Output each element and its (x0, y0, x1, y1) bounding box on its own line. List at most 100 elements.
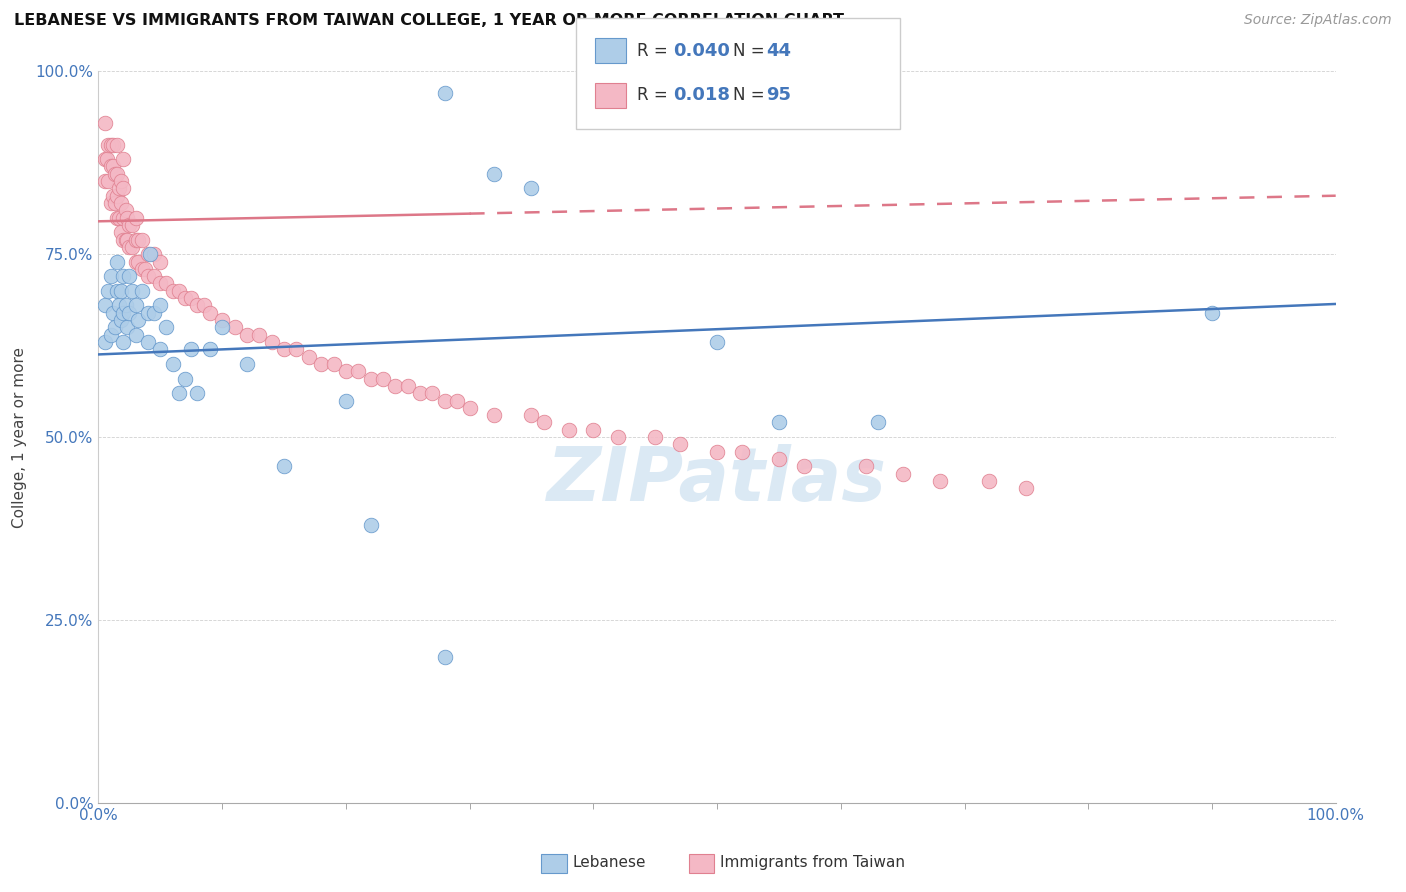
Point (855, 459, 877, 474)
Point (112, 152, 135, 166)
Point (124, 254, 146, 268)
Point (136, 269, 159, 284)
Point (211, 320, 233, 334)
Point (143, 269, 166, 284)
Point (124, 211, 146, 225)
Point (114, 298, 136, 312)
Point (149, 277, 172, 291)
Point (105, 188, 128, 202)
Point (731, 444, 754, 458)
Text: 0.040: 0.040 (673, 42, 730, 60)
Point (360, 517, 382, 532)
Point (127, 233, 149, 247)
Point (186, 298, 208, 312)
Point (100, 137, 122, 152)
Point (396, 379, 419, 393)
Point (114, 233, 136, 247)
Point (793, 459, 815, 474)
Point (155, 277, 177, 291)
Point (121, 218, 143, 232)
Point (484, 408, 506, 422)
Point (112, 181, 135, 195)
Point (155, 320, 177, 334)
Point (273, 343, 295, 357)
Text: ZIPatlas: ZIPatlas (547, 444, 887, 517)
Point (110, 174, 132, 188)
Point (105, 137, 128, 152)
Point (928, 474, 950, 488)
Point (162, 357, 184, 371)
Point (131, 261, 153, 276)
Point (136, 247, 159, 261)
Point (384, 379, 406, 393)
Point (121, 284, 143, 298)
Point (149, 343, 172, 357)
Point (706, 444, 728, 458)
Point (706, 334, 728, 349)
Point (105, 284, 128, 298)
Point (322, 357, 344, 371)
Point (118, 240, 141, 254)
Point (127, 254, 149, 268)
Point (139, 247, 162, 261)
Point (768, 416, 790, 430)
Point (115, 233, 138, 247)
Point (100, 269, 122, 284)
Point (186, 386, 208, 401)
Point (433, 393, 456, 408)
Point (607, 430, 630, 444)
Point (105, 254, 128, 268)
Point (96, 152, 118, 166)
Text: Source: ZipAtlas.com: Source: ZipAtlas.com (1244, 13, 1392, 28)
Point (93, 298, 115, 312)
Point (97, 137, 120, 152)
Point (198, 306, 221, 320)
Point (347, 364, 370, 378)
Point (224, 320, 246, 334)
Point (891, 467, 914, 481)
Point (112, 306, 135, 320)
Y-axis label: College, 1 year or more: College, 1 year or more (13, 347, 27, 527)
Point (180, 343, 202, 357)
Point (131, 284, 153, 298)
Point (134, 261, 156, 276)
Point (174, 371, 197, 385)
Point (533, 416, 555, 430)
Point (105, 211, 128, 225)
Text: R =: R = (637, 87, 673, 104)
Point (131, 233, 153, 247)
Point (124, 298, 146, 312)
Point (167, 386, 190, 401)
Point (422, 386, 444, 401)
Point (100, 196, 122, 211)
Point (1201, 306, 1223, 320)
Point (103, 188, 125, 202)
Point (143, 306, 166, 320)
Point (149, 254, 172, 268)
Text: 0.018: 0.018 (673, 87, 731, 104)
Point (124, 233, 146, 247)
Point (124, 327, 146, 342)
Text: 44: 44 (766, 42, 792, 60)
Point (93, 152, 115, 166)
Point (236, 327, 259, 342)
Point (557, 423, 579, 437)
Point (103, 137, 125, 152)
Point (143, 247, 166, 261)
Point (149, 298, 172, 312)
Point (236, 357, 259, 371)
Point (167, 284, 190, 298)
Text: N =: N = (733, 87, 769, 104)
Point (285, 343, 308, 357)
Text: N =: N = (733, 42, 769, 60)
Point (211, 313, 233, 327)
Point (108, 211, 131, 225)
Point (1015, 481, 1038, 495)
Point (108, 298, 131, 312)
Point (174, 291, 197, 305)
Point (273, 459, 295, 474)
Point (433, 87, 456, 101)
Point (520, 408, 543, 422)
Point (669, 437, 692, 451)
Text: Immigrants from Taiwan: Immigrants from Taiwan (720, 855, 905, 870)
